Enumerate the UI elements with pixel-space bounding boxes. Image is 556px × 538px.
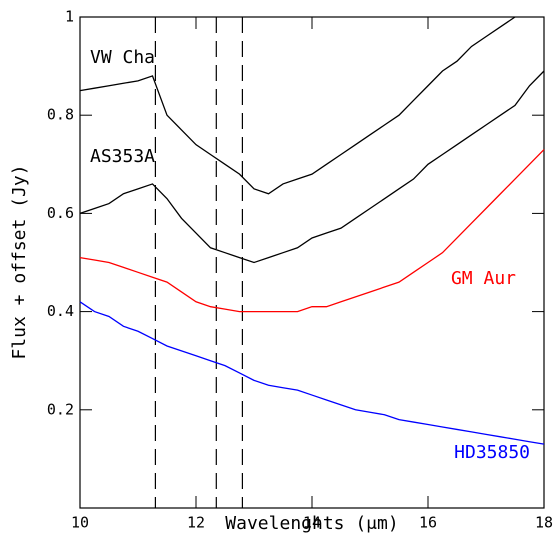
x-tick-label: 10 — [71, 514, 89, 532]
series-label: GM Aur — [451, 268, 516, 289]
x-tick-label: 12 — [187, 514, 205, 532]
data-line — [79, 16, 516, 195]
y-tick-label: 0.4 — [47, 302, 74, 320]
x-tick-label: 16 — [419, 514, 437, 532]
x-axis-label: Wavelenghts (μm) — [225, 513, 398, 534]
plot-frame — [79, 16, 545, 509]
x-tick-label: 14 — [303, 514, 321, 532]
y-tick-label: 0.8 — [47, 106, 74, 124]
data-line — [79, 70, 545, 264]
data-line — [79, 301, 545, 445]
y-tick-label: 1 — [65, 8, 74, 26]
y-axis-label: Flux + offset (Jy) — [9, 164, 30, 359]
y-tick-label: 0.2 — [47, 400, 74, 418]
y-tick-label: 0.6 — [47, 204, 74, 222]
data-line — [79, 149, 545, 313]
series-label: VW Cha — [90, 47, 155, 68]
series-label: AS353A — [90, 146, 155, 167]
x-tick-label: 18 — [535, 514, 553, 532]
series-label: HD35850 — [454, 442, 530, 463]
